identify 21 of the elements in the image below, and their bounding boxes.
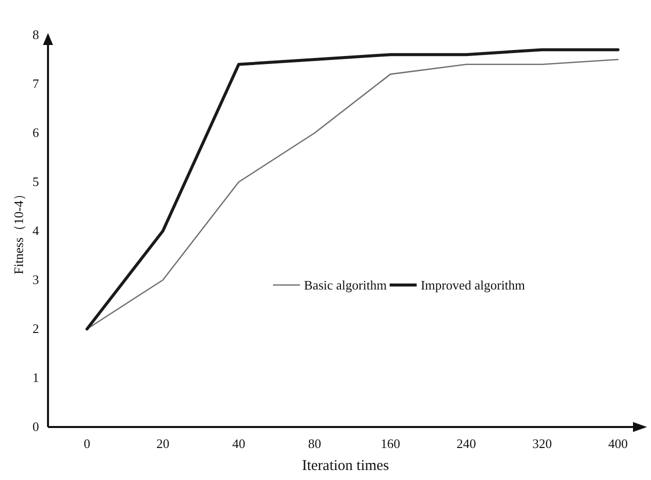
y-tick-label: 2 <box>32 321 39 336</box>
y-tick-label: 6 <box>32 125 40 140</box>
x-tick-label: 160 <box>380 436 400 452</box>
x-tick-label: 0 <box>84 436 90 452</box>
y-tick-label: 5 <box>32 174 39 190</box>
x-tick-label: 320 <box>532 436 552 452</box>
x-tick-label: 20 <box>156 436 170 452</box>
y-tick-label: 8 <box>32 27 39 42</box>
x-tick-label: 240 <box>456 436 476 452</box>
x-tick-label: 80 <box>308 436 322 452</box>
x-tick-label: 400 <box>608 436 628 452</box>
y-tick-label: 1 <box>32 370 39 386</box>
legend-label: Improved algorithm <box>420 278 526 292</box>
y-tick-label: 4 <box>32 223 40 238</box>
x-tick-label: 40 <box>232 436 246 452</box>
y-tick-label: 7 <box>32 76 40 92</box>
y-tick-label: 0 <box>32 419 39 434</box>
x-axis-title: Iteration times <box>302 458 390 474</box>
y-tick-label: 3 <box>32 272 39 288</box>
legend-label: Basic algorithm <box>304 278 387 292</box>
y-axis-title: Fitness（10-4） <box>11 188 26 274</box>
